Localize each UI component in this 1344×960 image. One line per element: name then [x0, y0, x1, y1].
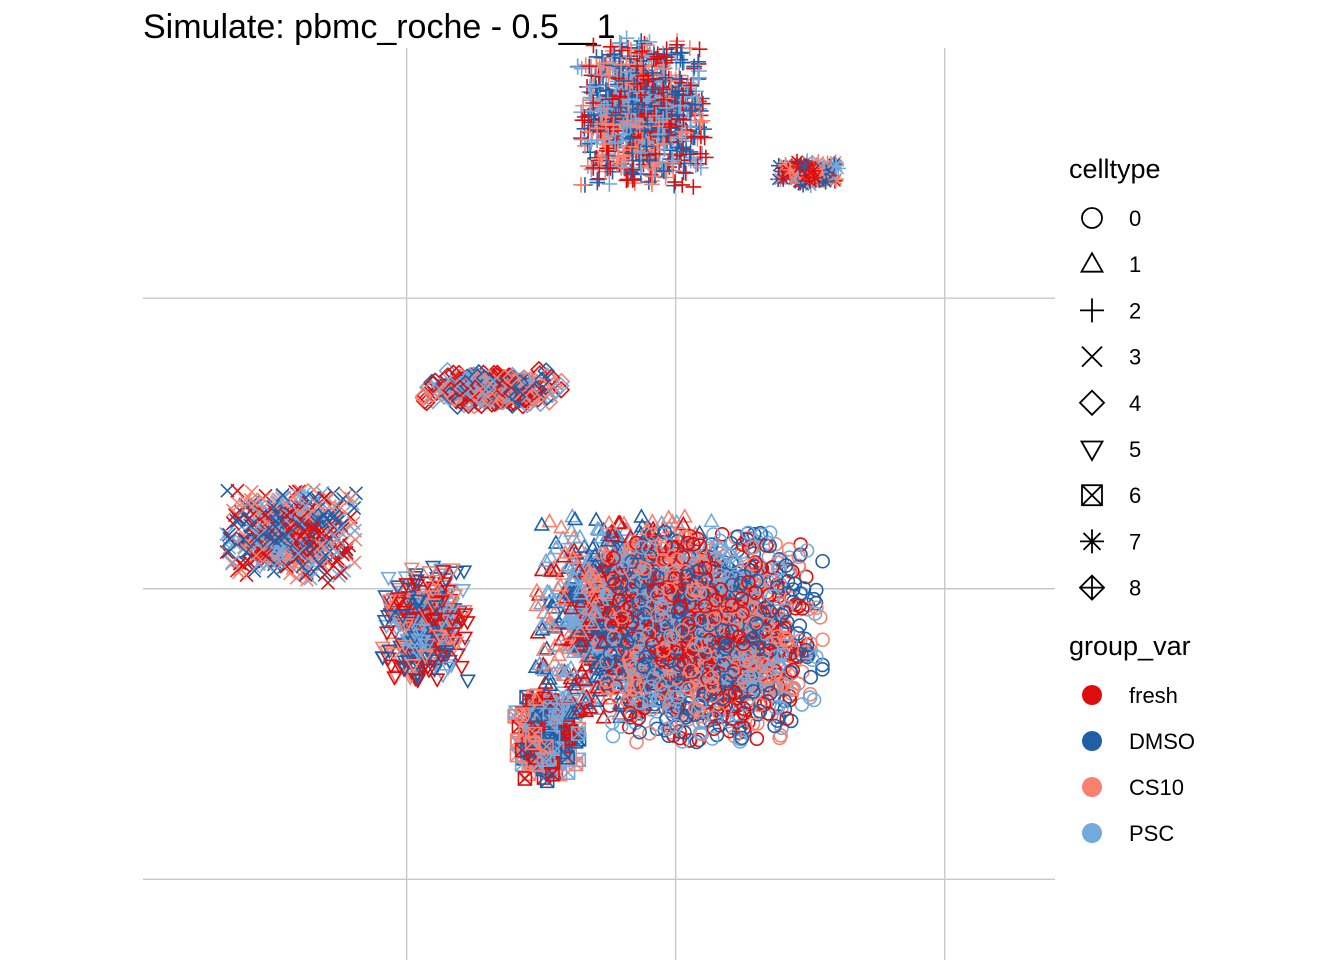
point: [577, 138, 593, 154]
point: [347, 523, 362, 538]
point: [455, 565, 473, 580]
point: [685, 179, 702, 195]
point: [618, 172, 635, 189]
point: [696, 121, 712, 137]
point: [694, 113, 711, 129]
cluster-5: [374, 560, 476, 689]
point: [601, 176, 618, 192]
point: [669, 36, 685, 53]
point: [749, 731, 765, 746]
point: [574, 112, 591, 129]
point: [703, 512, 720, 528]
point: [602, 39, 619, 55]
point: [807, 169, 823, 186]
point: [682, 40, 698, 56]
point: [592, 123, 609, 140]
point: [347, 555, 362, 570]
point: [244, 484, 259, 499]
point: [230, 483, 245, 498]
point: [569, 59, 586, 75]
point: [573, 131, 590, 148]
point: [644, 176, 660, 193]
point: [674, 177, 691, 193]
point: [828, 157, 844, 174]
cluster-2: [569, 30, 714, 195]
point: [620, 171, 636, 188]
grid-lines: [143, 48, 1055, 960]
point: [689, 155, 706, 172]
point: [691, 69, 707, 86]
point: [691, 41, 708, 58]
cluster-3: [219, 482, 364, 590]
point: [541, 512, 558, 528]
point: [517, 771, 533, 786]
point: [573, 60, 590, 77]
point: [573, 177, 589, 193]
point: [793, 156, 809, 173]
point: [675, 164, 692, 181]
chart-title: Simulate: pbmc_roche - 0.5__1: [143, 8, 616, 46]
data-points: [219, 30, 846, 789]
point: [612, 34, 628, 51]
cluster-7: [770, 153, 846, 193]
cluster-4: [414, 360, 571, 416]
point: [794, 697, 810, 712]
point: [459, 674, 476, 689]
point: [677, 125, 694, 141]
point: [667, 174, 683, 190]
point: [576, 109, 593, 125]
point: [672, 51, 689, 68]
point: [689, 131, 706, 147]
point: [585, 37, 602, 54]
point: [632, 160, 649, 176]
